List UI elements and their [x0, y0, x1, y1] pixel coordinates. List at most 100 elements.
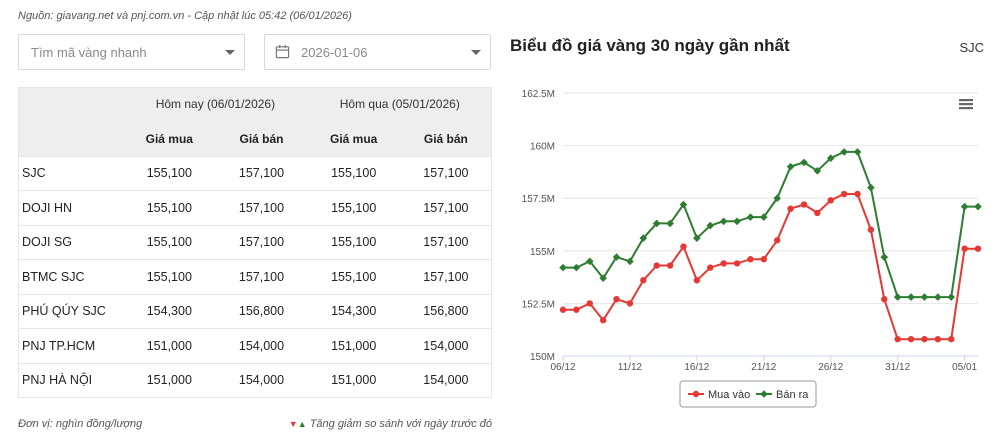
table-corner: [18, 121, 124, 156]
header-yesterday-buy: Giá mua: [307, 121, 400, 156]
data-point-ban-ra[interactable]: [960, 202, 969, 211]
data-point-mua-vao[interactable]: [773, 237, 781, 244]
data-point-mua-vao[interactable]: [693, 277, 701, 284]
data-point-ban-ra[interactable]: [853, 148, 862, 156]
data-point-ban-ra[interactable]: [920, 293, 929, 301]
data-point-mua-vao[interactable]: [827, 197, 834, 204]
data-point-mua-vao[interactable]: [680, 243, 687, 250]
data-point-ban-ra[interactable]: [907, 293, 915, 301]
quick-search-select[interactable]: Tìm mã vàng nhanh: [18, 34, 245, 70]
data-point-ban-ra[interactable]: [639, 234, 648, 242]
x-tick-label: 31/12: [885, 362, 910, 373]
chevron-down-icon[interactable]: [225, 50, 235, 55]
data-point-mua-vao[interactable]: [573, 306, 580, 313]
menu-icon[interactable]: [959, 99, 973, 102]
yesterday-sell: 156,800: [423, 304, 469, 319]
data-point-ban-ra[interactable]: [760, 213, 768, 221]
yesterday-sell: 157,100: [423, 269, 469, 284]
yesterday-buy: 155,100: [331, 269, 377, 284]
data-point-ban-ra[interactable]: [572, 263, 581, 272]
data-point-ban-ra[interactable]: [934, 293, 942, 301]
data-point-mua-vao[interactable]: [907, 335, 915, 343]
data-point-mua-vao[interactable]: [613, 295, 620, 303]
data-point-mua-vao[interactable]: [666, 262, 674, 269]
data-point-mua-vao[interactable]: [921, 335, 928, 343]
yesterday-sell: 154,000: [423, 338, 469, 353]
data-point-mua-vao[interactable]: [733, 260, 741, 267]
data-point-mua-vao[interactable]: [867, 226, 875, 233]
data-point-ban-ra[interactable]: [666, 219, 674, 228]
data-point-ban-ra[interactable]: [880, 253, 889, 261]
data-point-ban-ra[interactable]: [733, 217, 741, 226]
menu-icon[interactable]: [959, 107, 973, 110]
data-point-ban-ra[interactable]: [893, 293, 902, 301]
data-point-mua-vao[interactable]: [894, 335, 901, 343]
data-point-ban-ra[interactable]: [800, 158, 808, 167]
data-point-ban-ra[interactable]: [652, 219, 661, 228]
table-row: PHÚ QÚY SJC 154,300 156,800 154,300 156,…: [18, 294, 492, 329]
today-sell: 157,100: [238, 200, 285, 215]
row-name: PHÚ QÚY SJC: [22, 304, 106, 319]
data-point-ban-ra[interactable]: [786, 162, 795, 171]
data-point-mua-vao[interactable]: [747, 256, 754, 263]
data-point-ban-ra[interactable]: [813, 167, 822, 175]
data-point-mua-vao[interactable]: [881, 295, 888, 303]
yesterday-buy: 154,300: [331, 304, 377, 319]
data-point-ban-ra[interactable]: [719, 217, 728, 226]
data-point-mua-vao[interactable]: [840, 190, 848, 198]
data-point-ban-ra[interactable]: [773, 194, 781, 202]
data-point-mua-vao[interactable]: [934, 335, 942, 343]
data-point-mua-vao[interactable]: [854, 190, 861, 198]
data-point-mua-vao[interactable]: [720, 260, 727, 267]
data-point-mua-vao[interactable]: [787, 205, 794, 212]
row-name: DOJI HN: [22, 200, 72, 215]
legend-label-ban-ra[interactable]: Bán ra: [776, 389, 809, 401]
data-point-ban-ra[interactable]: [612, 253, 621, 261]
chevron-down-icon[interactable]: [471, 50, 481, 55]
data-point-mua-vao[interactable]: [707, 264, 714, 271]
data-point-mua-vao[interactable]: [961, 245, 968, 252]
data-point-mua-vao[interactable]: [974, 245, 982, 252]
data-point-mua-vao[interactable]: [559, 306, 567, 313]
gold-price-chart: 150M 152.5M 155M 157.5M 160M 162.5M 06/12 11/12…: [522, 89, 982, 408]
legend-label-mua-vao[interactable]: Mua vào: [708, 389, 750, 401]
data-point-ban-ra[interactable]: [867, 183, 875, 192]
data-point-ban-ra[interactable]: [626, 257, 634, 266]
data-point-mua-vao[interactable]: [653, 262, 660, 269]
data-point-ban-ra[interactable]: [746, 213, 755, 221]
data-point-mua-vao[interactable]: [800, 201, 808, 208]
data-point-mua-vao[interactable]: [626, 300, 634, 307]
header-yesterday: Hôm qua (05/01/2026): [307, 87, 492, 122]
series-line-mua-vao: [563, 193, 978, 341]
data-point-mua-vao[interactable]: [948, 335, 955, 343]
today-buy: 155,100: [146, 200, 192, 215]
legend-marker-mua-vao: [692, 390, 700, 398]
today-sell: 156,800: [238, 304, 285, 319]
data-point-ban-ra[interactable]: [679, 200, 688, 209]
y-tick-label: 152.5M: [522, 299, 555, 310]
data-point-mua-vao[interactable]: [814, 209, 821, 217]
data-point-ban-ra[interactable]: [840, 148, 848, 156]
x-tick-label: 26/12: [818, 362, 843, 373]
yesterday-buy: 151,000: [331, 338, 377, 353]
yesterday-sell: 154,000: [423, 373, 469, 388]
data-point-ban-ra[interactable]: [826, 154, 835, 163]
data-point-ban-ra[interactable]: [599, 274, 607, 282]
data-point-mua-vao[interactable]: [586, 300, 593, 307]
y-tick-label: 160M: [530, 142, 555, 153]
date-picker[interactable]: 2026-01-06: [264, 34, 491, 70]
row-name: SJC: [22, 166, 46, 181]
data-point-ban-ra[interactable]: [974, 202, 982, 211]
data-point-mua-vao[interactable]: [760, 256, 768, 263]
row-name: DOJI SG: [22, 235, 73, 250]
data-point-mua-vao[interactable]: [640, 277, 647, 284]
data-point-mua-vao[interactable]: [599, 317, 607, 324]
menu-icon[interactable]: [959, 103, 973, 106]
y-tick-label: 162.5M: [522, 89, 555, 100]
data-point-ban-ra[interactable]: [947, 293, 956, 301]
table-row: PNJ TP.HCM 151,000 154,000 151,000 154,0…: [18, 328, 492, 364]
up-arrow-icon: ▲: [297, 419, 307, 429]
data-point-ban-ra[interactable]: [585, 257, 594, 266]
data-point-ban-ra[interactable]: [559, 263, 567, 272]
header-today-buy: Giá mua: [123, 121, 216, 156]
